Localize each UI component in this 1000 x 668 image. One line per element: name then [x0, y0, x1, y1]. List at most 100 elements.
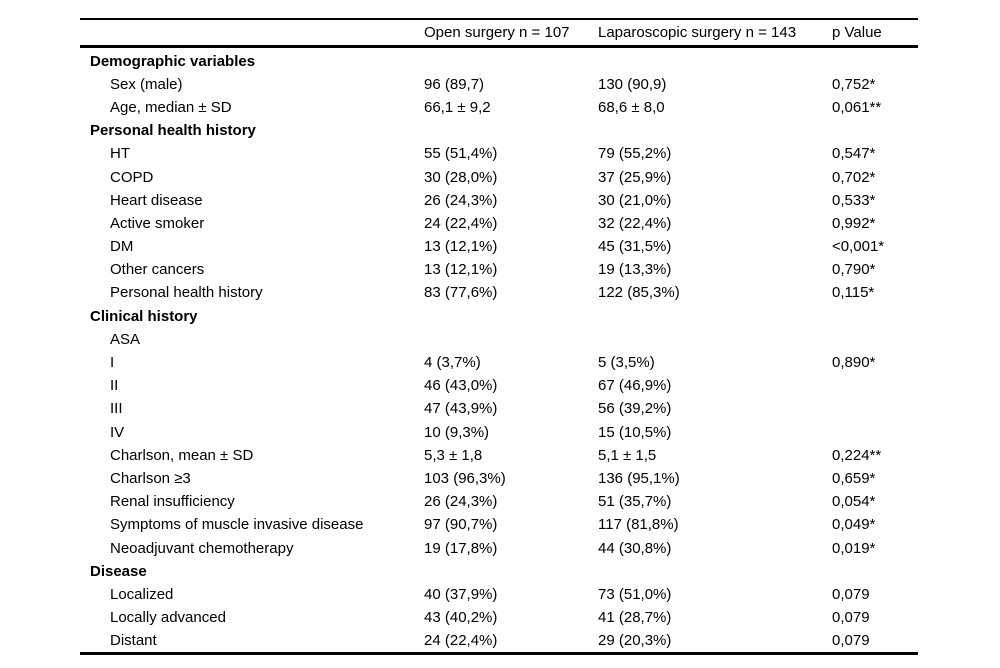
- table-row: Personal health history 83 (77,6%) 122 (…: [80, 281, 918, 304]
- cell-p-value: 0,061**: [832, 98, 882, 116]
- cell-open-surgery: 5,3 ± 1,8: [424, 446, 483, 464]
- cell-open-surgery: 43 (40,2%): [424, 609, 498, 627]
- cell-p-value: [832, 421, 918, 444]
- cell-open-surgery: 13 (12,1%): [424, 261, 498, 279]
- cell-p-value: 0,054*: [832, 493, 876, 511]
- cell-laparoscopic-surgery: 136 (95,1%): [598, 469, 680, 487]
- cell-p-value: 0,547*: [832, 145, 876, 163]
- cell-open-surgery: 19 (17,8%): [424, 539, 498, 557]
- row-label: Locally advanced: [110, 609, 226, 627]
- cell-p-value: 0,079: [832, 609, 870, 627]
- table-row: Disease: [80, 560, 918, 583]
- cell-laparoscopic-surgery: 32 (22,4%): [598, 214, 672, 232]
- row-label: Charlson ≥3: [110, 469, 191, 487]
- cell-laparoscopic-surgery: 130 (90,9): [598, 75, 667, 93]
- table-row: DM 13 (12,1%) 45 (31,5%) <0,001*: [80, 235, 918, 258]
- table-row: Age, median ± SD 66,1 ± 9,2 68,6 ± 8,0 0…: [80, 96, 918, 119]
- cell-open-surgery: 55 (51,4%): [424, 145, 498, 163]
- cell-p-value: 0,049*: [832, 516, 876, 534]
- cell-open-surgery: 46 (43,0%): [424, 377, 498, 395]
- cell-p-value: 0,992*: [832, 214, 876, 232]
- table-row: Heart disease 26 (24,3%) 30 (21,0%) 0,53…: [80, 189, 918, 212]
- cell-open-surgery: 66,1 ± 9,2: [424, 98, 491, 116]
- row-label: IV: [110, 423, 125, 441]
- cell-p-value: [832, 46, 918, 73]
- cell-open-surgery: 26 (24,3%): [424, 191, 498, 209]
- cell-laparoscopic-surgery: 5,1 ± 1,5: [598, 446, 657, 464]
- row-label: HT: [110, 145, 130, 163]
- row-label: Active smoker: [110, 214, 205, 232]
- cell-laparoscopic-surgery: 29 (20,3%): [598, 632, 672, 650]
- cell-laparoscopic-surgery: 37 (25,9%): [598, 168, 672, 186]
- cell-open-surgery: 47 (43,9%): [424, 400, 498, 418]
- cell-p-value: 0,115*: [832, 284, 875, 302]
- cell-laparoscopic-surgery: 5 (3,5%): [598, 354, 655, 372]
- comparison-table-container: Open surgery n = 107 Laparoscopic surger…: [80, 18, 918, 656]
- row-label: Sex (male): [110, 75, 183, 93]
- cell-laparoscopic-surgery: 15 (10,5%): [598, 423, 672, 441]
- table-row: Distant 24 (22,4%) 29 (20,3%) 0,079: [80, 629, 918, 654]
- cell-open-surgery: [424, 305, 598, 328]
- cell-laparoscopic-surgery: [598, 305, 832, 328]
- table-row: Neoadjuvant chemotherapy 19 (17,8%) 44 (…: [80, 536, 918, 559]
- table-row: Demographic variables: [80, 46, 918, 73]
- cell-laparoscopic-surgery: 30 (21,0%): [598, 191, 672, 209]
- cell-laparoscopic-surgery: 56 (39,2%): [598, 400, 672, 418]
- cell-p-value: 0,533*: [832, 191, 876, 209]
- header-open-surgery: Open surgery n = 107: [424, 19, 598, 48]
- header-p-value: p Value: [832, 19, 918, 48]
- row-label: Neoadjuvant chemotherapy: [110, 539, 294, 557]
- cell-open-surgery: 4 (3,7%): [424, 354, 481, 372]
- cell-open-surgery: 24 (22,4%): [424, 632, 498, 650]
- cell-p-value: 0,019*: [832, 539, 876, 557]
- cell-open-surgery: 40 (37,9%): [424, 585, 498, 603]
- table-row: Other cancers 13 (12,1%) 19 (13,3%) 0,79…: [80, 258, 918, 281]
- cell-open-surgery: [424, 560, 598, 583]
- table-row: HT 55 (51,4%) 79 (55,2%) 0,547*: [80, 142, 918, 165]
- table-row: III 47 (43,9%) 56 (39,2%): [80, 397, 918, 420]
- cell-p-value: 0,790*: [832, 261, 876, 279]
- cell-open-surgery: 83 (77,6%): [424, 284, 498, 302]
- cell-p-value: <0,001*: [832, 238, 885, 256]
- cell-laparoscopic-surgery: [598, 328, 832, 351]
- table-row: Symptoms of muscle invasive disease 97 (…: [80, 513, 918, 536]
- row-label: Demographic variables: [90, 52, 256, 70]
- cell-open-surgery: 30 (28,0%): [424, 168, 498, 186]
- row-label: Charlson, mean ± SD: [110, 446, 254, 464]
- cell-open-surgery: 13 (12,1%): [424, 238, 498, 256]
- cell-p-value: 0,224**: [832, 446, 882, 464]
- cell-p-value: [832, 397, 918, 420]
- table-row: Charlson, mean ± SD 5,3 ± 1,8 5,1 ± 1,5 …: [80, 444, 918, 467]
- cell-open-surgery: 103 (96,3%): [424, 469, 506, 487]
- cell-laparoscopic-surgery: 45 (31,5%): [598, 238, 672, 256]
- row-label: Age, median ± SD: [110, 98, 232, 116]
- cell-open-surgery: [424, 46, 598, 73]
- cell-laparoscopic-surgery: 117 (81,8%): [598, 516, 679, 534]
- cell-laparoscopic-surgery: [598, 560, 832, 583]
- row-label: DM: [110, 238, 134, 256]
- table-row: II 46 (43,0%) 67 (46,9%): [80, 374, 918, 397]
- cell-p-value: [832, 328, 918, 351]
- cell-p-value: [832, 305, 918, 328]
- table-row: Charlson ≥3 103 (96,3%) 136 (95,1%) 0,65…: [80, 467, 918, 490]
- cell-laparoscopic-surgery: [598, 46, 832, 73]
- row-label: Distant: [110, 632, 157, 650]
- cell-laparoscopic-surgery: [598, 119, 832, 142]
- cell-open-surgery: [424, 328, 598, 351]
- table-row: Locally advanced 43 (40,2%) 41 (28,7%) 0…: [80, 606, 918, 629]
- table-row: IV 10 (9,3%) 15 (10,5%): [80, 421, 918, 444]
- row-label: Symptoms of muscle invasive disease: [110, 516, 364, 534]
- row-label: III: [110, 400, 123, 418]
- cell-p-value: 0,752*: [832, 75, 876, 93]
- cell-p-value: 0,079: [832, 585, 870, 603]
- row-label: Renal insufficiency: [110, 493, 235, 511]
- cell-laparoscopic-surgery: 68,6 ± 8,0: [598, 98, 665, 116]
- row-label: COPD: [110, 168, 154, 186]
- row-label: Heart disease: [110, 191, 203, 209]
- row-label: Localized: [110, 585, 174, 603]
- row-label: ASA: [110, 330, 141, 348]
- row-label: II: [110, 377, 119, 395]
- table-row: I 4 (3,7%) 5 (3,5%) 0,890*: [80, 351, 918, 374]
- cell-p-value: 0,659*: [832, 469, 876, 487]
- table-row: ASA: [80, 328, 918, 351]
